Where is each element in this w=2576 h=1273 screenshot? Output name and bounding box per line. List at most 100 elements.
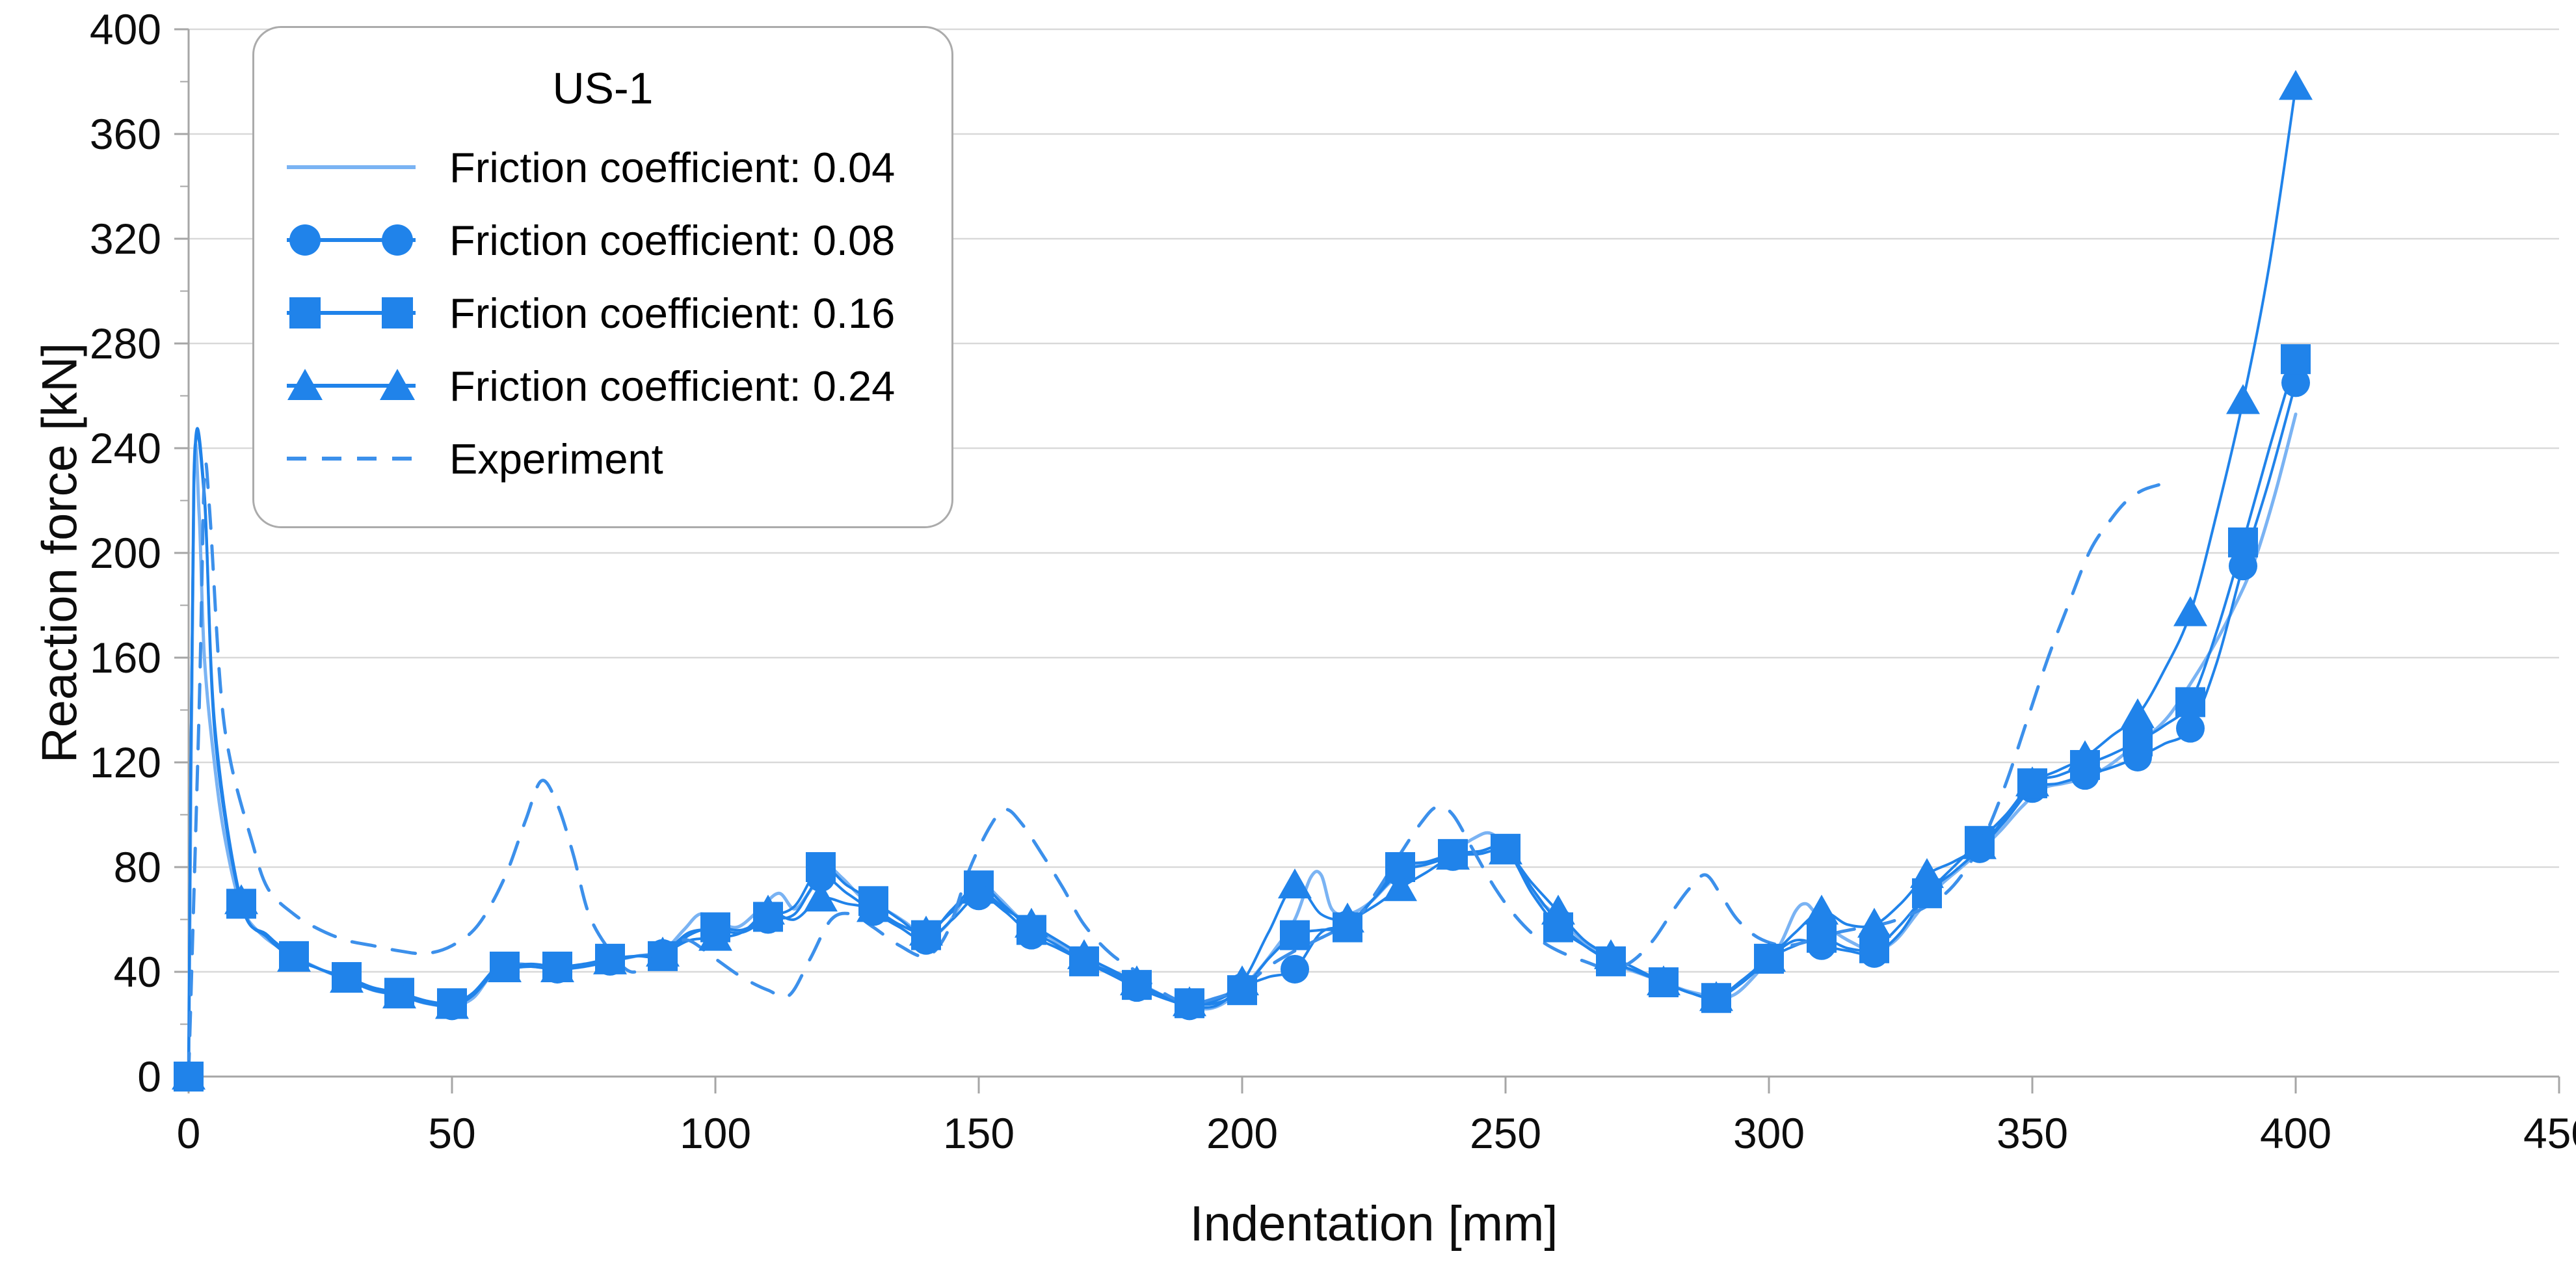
y-tick-label: 280 (90, 319, 161, 368)
x-tick-label: 0 (177, 1109, 201, 1157)
x-tick-label: 150 (943, 1109, 1015, 1157)
data-point-square (2228, 527, 2258, 557)
data-point-triangle (1699, 981, 1733, 1012)
data-point-triangle (1647, 965, 1680, 996)
x-tick-label: 50 (428, 1109, 475, 1157)
x-tick-label: 250 (1470, 1109, 1541, 1157)
data-point-triangle (1067, 939, 1101, 969)
legend-marker-circle-icon (382, 224, 413, 256)
data-point-triangle (435, 989, 469, 1019)
data-point-triangle (1489, 834, 1522, 864)
legend-label: Friction coefficient: 0.04 (449, 143, 896, 191)
legend-marker-square-icon (382, 297, 413, 328)
data-point-triangle (172, 1060, 206, 1090)
data-point-triangle (1015, 907, 1048, 938)
data-point-circle (2281, 368, 2310, 397)
legend-item-friction-016: Friction coefficient: 0.16 (254, 276, 951, 349)
data-point-triangle (2068, 740, 2102, 770)
data-point-triangle (1436, 839, 1470, 870)
data-point-triangle (540, 952, 574, 982)
data-point-triangle (2015, 766, 2049, 797)
legend-item-friction-008: Friction coefficient: 0.08 (254, 204, 951, 276)
data-point-triangle (2226, 384, 2260, 414)
data-point-square (806, 852, 836, 882)
legend-swatch-square-icon (287, 297, 416, 328)
legend-marker-circle-icon (289, 224, 321, 256)
data-point-triangle (224, 884, 258, 915)
x-tick-label: 200 (1206, 1109, 1278, 1157)
y-tick-label: 200 (90, 529, 161, 577)
legend-rows: Friction coefficient: 0.04 Friction coef… (254, 131, 951, 495)
legend-item-friction-004: Friction coefficient: 0.04 (254, 131, 951, 204)
legend-label: Friction coefficient: 0.24 (449, 362, 896, 410)
data-point-triangle (1857, 907, 1891, 938)
data-point-triangle (488, 952, 522, 982)
data-point-triangle (1383, 871, 1417, 902)
data-point-square (2175, 687, 2205, 717)
data-point-square (1807, 922, 1837, 953)
legend-label: Experiment (449, 435, 663, 483)
legend-swatch-dashed-line-icon (287, 457, 416, 461)
data-point-circle (2229, 552, 2257, 581)
x-tick-label: 350 (1997, 1109, 2068, 1157)
data-point-triangle (804, 881, 838, 912)
data-point-triangle (2279, 70, 2313, 100)
data-point-triangle (909, 915, 943, 946)
legend-swatch-circle-icon (287, 224, 416, 256)
legend-title: US-1 (552, 64, 654, 113)
y-tick-label: 360 (90, 110, 161, 158)
legend-marker-triangle-icon (287, 369, 323, 400)
y-tick-label: 120 (90, 738, 161, 786)
data-point-square (2281, 344, 2311, 375)
data-point-triangle (382, 978, 416, 1009)
data-point-triangle (1120, 965, 1154, 996)
data-point-circle (1281, 954, 1309, 984)
y-tick-label: 240 (90, 424, 161, 472)
data-point-circle (2176, 714, 2205, 743)
y-tick-label: 320 (90, 215, 161, 263)
legend-label: Friction coefficient: 0.16 (449, 289, 896, 337)
data-point-triangle (646, 936, 680, 967)
data-point-triangle (593, 944, 627, 974)
legend-swatch-triangle-icon (287, 369, 416, 400)
data-point-triangle (698, 920, 732, 951)
x-tick-label: 400 (2260, 1109, 2331, 1157)
y-tick-label: 0 (137, 1052, 161, 1101)
legend: US-1 Friction coefficient: 0.04 Friction… (252, 26, 953, 528)
data-point-triangle (751, 894, 785, 925)
legend-item-friction-024: Friction coefficient: 0.24 (254, 349, 951, 422)
x-tick-label: 300 (1733, 1109, 1805, 1157)
data-point-triangle (1963, 829, 1997, 859)
series-line-4-experiment (187, 461, 2160, 1079)
data-point-triangle (330, 963, 364, 993)
y-tick-label: 80 (114, 843, 161, 891)
data-point-triangle (1805, 894, 1839, 925)
data-point-square (2123, 726, 2153, 757)
data-point-triangle (277, 941, 311, 972)
data-point-triangle (1225, 965, 1259, 996)
data-point-triangle (2121, 698, 2155, 729)
data-point-triangle (1541, 894, 1575, 925)
data-point-triangle (2173, 596, 2207, 626)
data-point-square (1280, 920, 1310, 950)
y-tick-label: 400 (90, 5, 161, 53)
data-point-triangle (962, 874, 996, 904)
x-axis-title: Indentation [mm] (1189, 1196, 1558, 1252)
x-tick-label: 450 (2523, 1109, 2576, 1157)
data-point-square (1859, 933, 1889, 963)
data-point-triangle (1278, 868, 1312, 899)
data-point-triangle (1910, 858, 1944, 889)
data-point-triangle (856, 892, 890, 922)
data-point-triangle (1331, 902, 1364, 933)
legend-label: Friction coefficient: 0.08 (449, 216, 896, 264)
legend-marker-triangle-icon (380, 369, 415, 400)
data-point-triangle (1594, 939, 1628, 969)
legend-item-experiment: Experiment (254, 422, 951, 495)
legend-swatch-line-icon (287, 165, 416, 169)
legend-marker-square-icon (289, 297, 321, 328)
data-point-triangle (1752, 941, 1786, 972)
y-tick-label: 160 (90, 634, 161, 682)
y-tick-label: 40 (114, 948, 161, 996)
data-point-triangle (1173, 986, 1206, 1017)
